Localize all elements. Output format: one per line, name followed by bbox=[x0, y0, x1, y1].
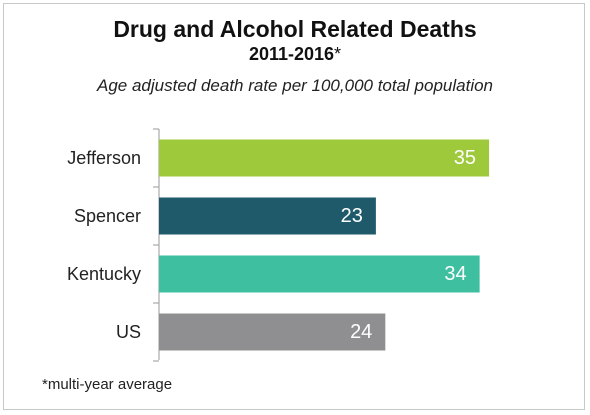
bar-spencer bbox=[159, 197, 376, 235]
data-label: 24 bbox=[350, 321, 372, 343]
footnote: *multi-year average bbox=[42, 376, 173, 393]
subtitle-years: 2011-2016 bbox=[248, 44, 335, 64]
data-label: 35 bbox=[454, 147, 476, 169]
bar-jefferson bbox=[159, 139, 490, 177]
bar-kentucky bbox=[159, 255, 480, 293]
category-label: Jefferson bbox=[67, 148, 141, 168]
category-label: US bbox=[116, 322, 141, 342]
category-label: Kentucky bbox=[67, 264, 141, 284]
chart-subtitle: 2011-2016* bbox=[0, 44, 590, 65]
data-label: 34 bbox=[444, 263, 466, 285]
data-label: 23 bbox=[341, 205, 363, 227]
bar-us bbox=[159, 313, 386, 351]
chart-title: Drug and Alcohol Related Deaths bbox=[113, 16, 477, 42]
measure-label: Age adjusted death rate per 100,000 tota… bbox=[96, 76, 494, 95]
category-label: Spencer bbox=[74, 206, 141, 226]
subtitle-marker: * bbox=[334, 44, 342, 64]
chart-frame bbox=[3, 3, 585, 410]
